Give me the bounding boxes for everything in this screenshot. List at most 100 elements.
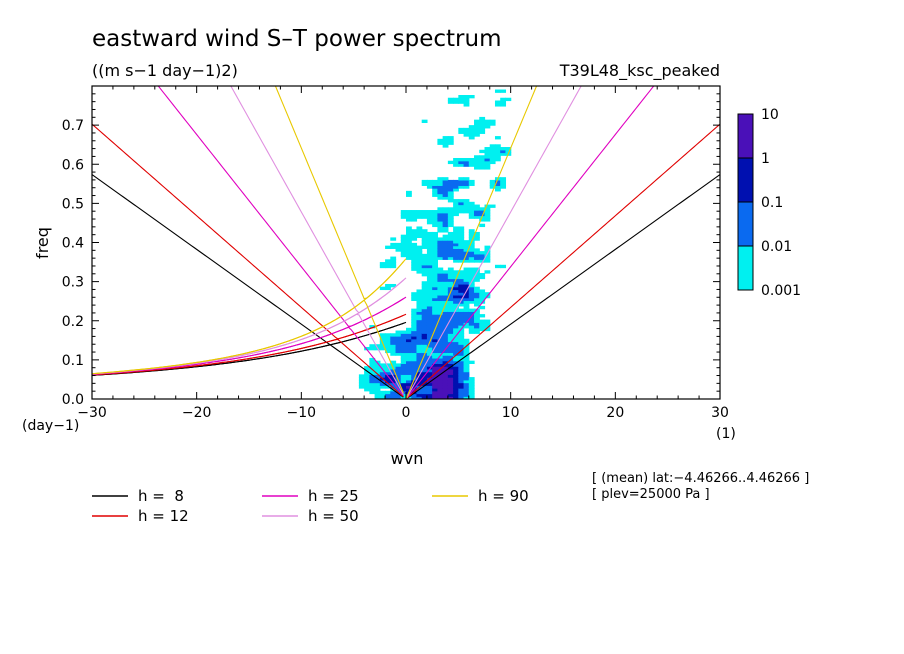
heatmap-cell xyxy=(479,289,486,293)
heatmap-cell xyxy=(458,157,465,162)
heatmap-cell xyxy=(458,385,465,389)
heatmap-cell xyxy=(432,338,438,343)
heatmap-cell xyxy=(484,119,491,123)
heatmap-cell xyxy=(442,212,449,217)
heatmap-cell xyxy=(468,242,475,247)
heatmap-cell xyxy=(453,346,459,351)
heatmap-cell xyxy=(468,229,475,233)
heatmap-cell xyxy=(474,316,480,321)
heatmap-cell xyxy=(437,248,444,252)
heatmap-cell xyxy=(432,273,438,277)
heatmap-cell xyxy=(426,185,433,189)
heatmap-cell xyxy=(432,366,438,370)
heatmap-cell xyxy=(484,212,491,217)
heatmap-cell xyxy=(484,147,491,151)
heatmap-cell xyxy=(447,390,454,395)
heatmap-cell xyxy=(390,371,397,375)
heatmap-cell xyxy=(442,215,449,219)
heatmap-cell xyxy=(468,286,475,291)
heatmap-cell xyxy=(437,292,444,296)
heatmap-cell xyxy=(447,286,454,291)
heatmap-cell xyxy=(385,341,391,345)
heatmap-cell xyxy=(447,278,454,282)
heatmap-cell xyxy=(432,245,438,249)
heatmap-cell xyxy=(400,396,407,399)
heatmap-cell xyxy=(416,322,423,326)
heatmap-cell xyxy=(432,382,438,386)
heatmap-cell xyxy=(406,341,412,345)
heatmap-cell xyxy=(400,379,407,384)
heatmap-cell xyxy=(400,330,407,334)
heatmap-cell xyxy=(390,283,397,288)
heatmap-cell xyxy=(463,97,470,102)
heatmap-cell xyxy=(489,152,496,156)
heatmap-cell xyxy=(426,289,433,293)
heatmap-cell xyxy=(416,319,423,323)
heatmap-cell xyxy=(468,297,475,302)
heatmap-cell xyxy=(463,100,470,104)
heatmap-cell xyxy=(374,379,381,384)
heatmap-cell xyxy=(447,136,454,140)
heatmap-cell xyxy=(442,270,449,274)
heatmap-cell xyxy=(489,179,496,184)
heatmap-cell xyxy=(416,330,423,334)
heatmap-cell xyxy=(432,185,438,189)
heatmap-cell xyxy=(468,179,475,184)
heatmap-cell xyxy=(453,160,459,165)
mixed-rossby-gravity-curve xyxy=(92,296,407,375)
heatmap-cell xyxy=(437,297,444,302)
heatmap-cell xyxy=(390,360,397,364)
heatmap-cell xyxy=(437,177,444,181)
heatmap-cell xyxy=(406,253,412,258)
heatmap-cell xyxy=(421,377,428,381)
heatmap-cell xyxy=(432,248,438,252)
heatmap-cell xyxy=(437,283,444,288)
heatmap-cell xyxy=(484,122,491,126)
heatmap-cell xyxy=(416,357,423,362)
heatmap-cell xyxy=(432,352,438,356)
heatmap-cell xyxy=(447,303,454,307)
heatmap-cell xyxy=(458,182,465,186)
heatmap-cell xyxy=(390,237,397,241)
colorbar-swatch xyxy=(738,246,753,290)
heatmap-cell xyxy=(406,256,412,260)
heatmap-cell xyxy=(437,218,444,222)
heatmap-cell xyxy=(385,379,391,384)
heatmap-cell xyxy=(458,210,465,214)
heatmap-cell xyxy=(411,245,418,249)
heatmap-cell xyxy=(494,182,501,186)
heatmap-cell xyxy=(385,368,391,373)
heatmap-cell xyxy=(437,325,444,329)
heatmap-cell xyxy=(463,322,470,326)
heatmap-cell xyxy=(421,270,428,274)
heatmap-cell xyxy=(426,311,433,315)
heatmap-cell xyxy=(421,382,428,386)
heatmap-cell xyxy=(374,344,381,348)
heatmap-cell xyxy=(453,396,459,399)
heatmap-cell xyxy=(411,267,418,271)
heatmap-cell xyxy=(505,149,512,154)
heatmap-cell xyxy=(447,270,454,274)
x-tick-label: 20 xyxy=(606,405,624,421)
y-unit-label: (day−1) xyxy=(22,418,79,434)
heatmap-cell xyxy=(453,97,459,102)
heatmap-cell xyxy=(474,127,480,132)
heatmap-cell xyxy=(400,215,407,219)
heatmap-cell xyxy=(416,336,423,340)
heatmap-cell xyxy=(379,336,386,340)
heatmap-cell xyxy=(395,377,402,381)
heatmap-cell xyxy=(474,163,480,167)
heatmap-cell xyxy=(447,393,454,397)
heatmap-cell xyxy=(442,355,449,359)
heatmap-cell xyxy=(458,245,465,249)
heatmap-cell xyxy=(442,322,449,326)
heatmap-cell xyxy=(395,382,402,386)
heatmap-cell xyxy=(463,103,470,107)
heatmap-cell xyxy=(374,363,381,367)
heatmap-cell xyxy=(484,157,491,162)
heatmap-cell xyxy=(463,185,470,189)
heatmap-cell xyxy=(411,352,418,356)
heatmap-cell xyxy=(453,270,459,274)
x-axis: −30 −20 −10 0 10 20 30 xyxy=(77,86,729,421)
heatmap-cell xyxy=(421,212,428,217)
